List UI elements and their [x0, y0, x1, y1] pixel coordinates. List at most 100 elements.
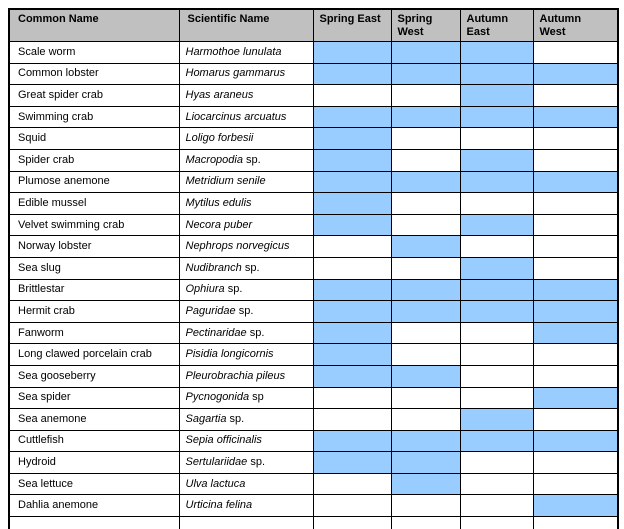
species-presence-table: Common Name Scientific Name Spring East …: [8, 8, 619, 529]
presence-cell-spring-east: [312, 41, 392, 64]
presence-cell-autumn-west: [532, 170, 619, 194]
scientific-name-cell: Sagartia sp.: [178, 408, 314, 431]
scientific-name-cell: Paguridae sp.: [178, 300, 314, 323]
empty-cell: [459, 516, 534, 529]
table-row: Cuttlefish Sepia officinalis: [8, 429, 619, 453]
scientific-name-italic: Pectinaridae: [185, 326, 247, 339]
scientific-name-cell: Loligo forbesii: [178, 127, 314, 150]
scientific-name-italic: Pisidia longicornis: [185, 348, 274, 361]
presence-cell-spring-west: [390, 472, 461, 496]
presence-cell-spring-east: [312, 62, 392, 86]
presence-cell-autumn-east: [459, 429, 534, 453]
presence-cell-spring-west: [390, 235, 461, 258]
column-header-spring-west: Spring West: [390, 8, 461, 42]
presence-cell-spring-east: [312, 300, 392, 323]
presence-cell-spring-west: [390, 105, 461, 129]
presence-cell-spring-west: [390, 62, 461, 86]
scientific-name-cell: Liocarcinus arcuatus: [178, 105, 314, 129]
presence-cell-autumn-west: [532, 192, 619, 215]
presence-cell-autumn-east: [459, 256, 534, 280]
presence-cell-spring-west: [390, 256, 461, 280]
presence-cell-autumn-east: [459, 84, 534, 107]
table-row: Dahlia anemone Urticina felina: [8, 494, 619, 518]
presence-cell-spring-east: [312, 408, 392, 431]
scientific-name-cell: Homarus gammarus: [178, 62, 314, 86]
presence-cell-spring-west: [390, 278, 461, 302]
scientific-name-italic: Paguridae: [185, 304, 236, 317]
scientific-name-italic: Homarus gammarus: [185, 67, 286, 80]
presence-cell-autumn-east: [459, 41, 534, 64]
scientific-name-italic: Sepia officinalis: [185, 434, 262, 447]
common-name-cell: Norway lobster: [8, 235, 180, 258]
table-row: Plumose anemone Metridium senile: [8, 170, 619, 194]
partial-cutoff-row: [8, 516, 619, 529]
presence-cell-autumn-east: [459, 192, 534, 215]
presence-cell-autumn-west: [532, 343, 619, 366]
empty-cell: [390, 516, 461, 529]
column-header-autumn-east: Autumn East: [459, 8, 534, 42]
table-row: Spider crab Macropodia sp.: [8, 148, 619, 172]
presence-cell-spring-east: [312, 278, 392, 302]
scientific-name-italic: Harmothoe lunulata: [185, 45, 282, 58]
presence-cell-autumn-east: [459, 148, 534, 172]
presence-cell-spring-west: [390, 300, 461, 323]
scientific-name-italic: Liocarcinus arcuatus: [185, 110, 287, 123]
common-name-cell: Hermit crab: [8, 300, 180, 323]
scientific-name-cell: Necora puber: [178, 213, 314, 237]
common-name-cell: Hydroid: [8, 451, 180, 474]
common-name-cell: Great spider crab: [8, 84, 180, 107]
scientific-name-suffix: sp.: [246, 326, 265, 339]
scientific-name-suffix: sp: [249, 391, 264, 404]
table-row: Brittlestar Ophiura sp.: [8, 278, 619, 302]
common-name-cell: Sea lettuce: [8, 472, 180, 496]
table-row: Long clawed porcelain crab Pisidia longi…: [8, 343, 619, 366]
scientific-name-cell: Hyas araneus: [178, 84, 314, 107]
presence-cell-spring-west: [390, 429, 461, 453]
presence-cell-autumn-east: [459, 321, 534, 345]
common-name-cell: Long clawed porcelain crab: [8, 343, 180, 366]
scientific-name-italic: Pycnogonida: [185, 391, 250, 404]
presence-cell-autumn-west: [532, 429, 619, 453]
presence-cell-autumn-east: [459, 408, 534, 431]
presence-cell-spring-east: [312, 105, 392, 129]
scientific-name-italic: Sertulariidae: [185, 456, 248, 469]
presence-cell-spring-east: [312, 494, 392, 518]
presence-cell-spring-west: [390, 41, 461, 64]
presence-cell-autumn-west: [532, 451, 619, 474]
scientific-name-suffix: sp.: [226, 412, 245, 425]
scientific-name-italic: Sagartia: [185, 412, 227, 425]
scientific-name-italic: Mytilus edulis: [185, 196, 252, 209]
scientific-name-cell: Nephrops norvegicus: [178, 235, 314, 258]
presence-cell-spring-east: [312, 321, 392, 345]
presence-cell-spring-west: [390, 84, 461, 107]
presence-cell-autumn-east: [459, 451, 534, 474]
scientific-name-cell: Sepia officinalis: [178, 429, 314, 453]
presence-cell-spring-east: [312, 235, 392, 258]
table-row: Sea anemone Sagartia sp.: [8, 408, 619, 431]
common-name-cell: Plumose anemone: [8, 170, 180, 194]
presence-cell-spring-west: [390, 343, 461, 366]
presence-cell-autumn-west: [532, 300, 619, 323]
empty-cell: [8, 516, 180, 529]
common-name-cell: Velvet swimming crab: [8, 213, 180, 237]
presence-cell-autumn-east: [459, 343, 534, 366]
scientific-name-cell: Sertulariidae sp.: [178, 451, 314, 474]
presence-cell-spring-east: [312, 84, 392, 107]
table-row: Swimming crab Liocarcinus arcuatus: [8, 105, 619, 129]
common-name-cell: Sea anemone: [8, 408, 180, 431]
scientific-name-cell: Macropodia sp.: [178, 148, 314, 172]
table-row: Great spider crab Hyas araneus: [8, 84, 619, 107]
table-row: Norway lobster Nephrops norvegicus: [8, 235, 619, 258]
presence-cell-autumn-west: [532, 235, 619, 258]
scientific-name-italic: Nephrops norvegicus: [185, 240, 290, 253]
scientific-name-suffix: sp.: [235, 304, 254, 317]
presence-cell-autumn-east: [459, 386, 534, 410]
scientific-name-italic: Loligo forbesii: [185, 132, 254, 145]
scientific-name-cell: Urticina felina: [178, 494, 314, 518]
presence-cell-spring-east: [312, 386, 392, 410]
presence-cell-autumn-west: [532, 213, 619, 237]
presence-cell-spring-east: [312, 192, 392, 215]
presence-cell-autumn-west: [532, 386, 619, 410]
table-row: Velvet swimming crab Necora puber: [8, 213, 619, 237]
presence-cell-autumn-east: [459, 300, 534, 323]
